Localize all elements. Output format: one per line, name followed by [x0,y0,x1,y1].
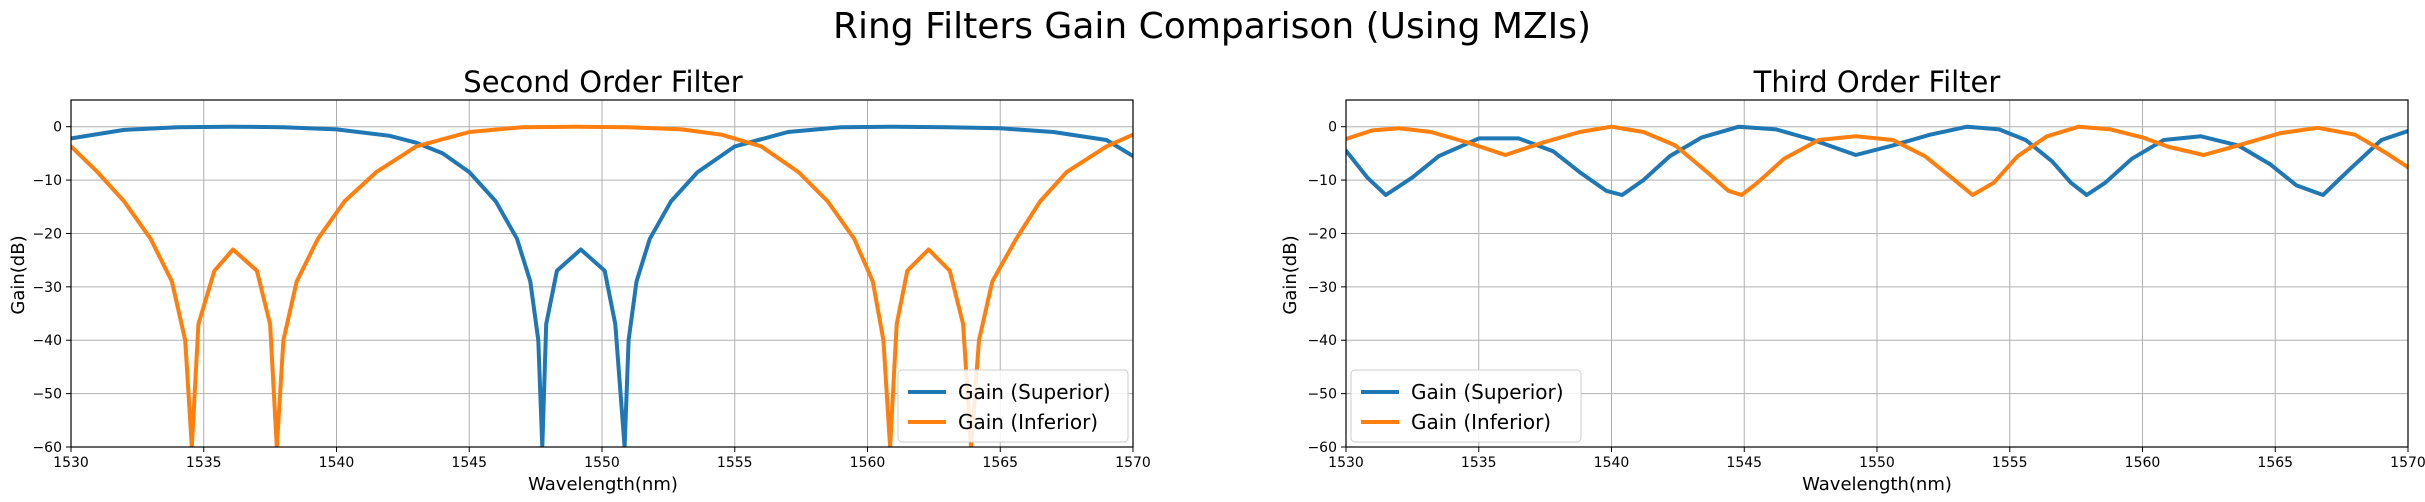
x-tick-label: 1555 [1992,455,2028,471]
legend-label: Gain (Inferior) [958,410,1098,434]
y-tick-label: −60 [1307,440,1337,456]
legend-label: Gain (Superior) [958,380,1111,404]
y-axis-label: Gain(dB) [8,235,29,314]
figure-suptitle: Ring Filters Gain Comparison (Using MZIs… [833,6,1591,47]
y-tick-label: 0 [53,120,62,136]
y-tick-label: −30 [1307,280,1337,296]
x-axis-label: Wavelength(nm) [528,474,678,495]
y-tick-label: −60 [32,440,62,456]
x-tick-label: 1550 [1859,455,1895,471]
legend-box [897,369,1129,443]
subplot-third-order: Third Order Filter Wavelength(nm) Gain(d… [1280,65,2425,495]
y-tick-label: −20 [1307,226,1337,242]
y-tick-label: −10 [1307,173,1337,189]
y-tick-label: −40 [1307,333,1337,349]
x-tick-label: 1540 [1594,455,1630,471]
x-tick-label: 1555 [717,455,753,471]
legend-box [1350,369,1582,443]
subplot-second-order: Second Order Filter Wavelength(nm) Gain(… [8,65,1151,495]
y-tick-label: −40 [32,333,62,349]
y-tick-label: 0 [1328,120,1337,136]
legend: Gain (Superior) Gain (Inferior) [1350,369,1582,443]
x-tick-label: 1535 [186,455,222,471]
x-tick-label: 1560 [850,455,886,471]
x-axis-label: Wavelength(nm) [1802,474,1952,495]
y-tick-label: −30 [32,280,62,296]
x-tick-label: 1565 [2257,455,2293,471]
plot-frame [1345,99,2409,448]
x-tick-label: 1540 [319,455,355,471]
x-tick-label: 1565 [982,455,1018,471]
x-tick-label: 1530 [53,455,89,471]
series-line-inferior [1346,124,2408,197]
legend: Gain (Superior) Gain (Inferior) [897,369,1129,443]
subplot-title: Second Order Filter [463,65,742,99]
y-tick-label: −10 [32,173,62,189]
y-axis-label: Gain(dB) [1280,235,1301,314]
x-tick-label: 1560 [2125,455,2161,471]
legend-label: Gain (Superior) [1411,380,1564,404]
x-tick-label: 1570 [2390,455,2425,471]
x-tick-label: 1545 [451,455,487,471]
x-tick-label: 1530 [1328,455,1364,471]
plot-frame [70,99,1134,448]
x-tick-label: 1550 [584,455,620,471]
series-line-superior [71,124,1133,447]
legend-label: Gain (Inferior) [1411,410,1551,434]
y-tick-label: −50 [32,387,62,403]
subplot-title: Third Order Filter [1753,65,2001,99]
x-tick-label: 1545 [1726,455,1762,471]
x-tick-label: 1535 [1461,455,1497,471]
x-tick-label: 1570 [1115,455,1151,471]
y-tick-label: −50 [1307,387,1337,403]
y-tick-label: −20 [32,226,62,242]
